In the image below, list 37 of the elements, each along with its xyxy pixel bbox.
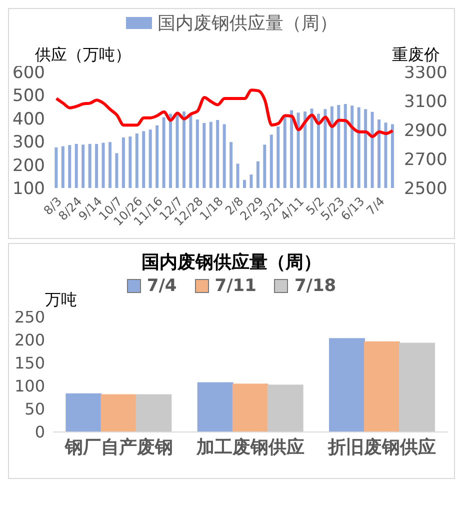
- x-tick-label: 折旧废钢供应: [327, 436, 436, 458]
- bar: [267, 384, 304, 432]
- legend-label: 7/4: [146, 276, 177, 296]
- bar: [100, 394, 137, 432]
- y-tick-label: 400: [12, 109, 45, 130]
- line-series: [54, 88, 394, 138]
- y-tick-label: 100: [12, 179, 45, 200]
- bar: [399, 342, 435, 432]
- y-tick-label: 200: [12, 156, 45, 176]
- y2-tick-label: 2700: [404, 150, 448, 170]
- legend-label: 7/11: [214, 276, 256, 296]
- bar: [136, 394, 172, 432]
- legend-label: 国内废钢供应量（周）: [156, 12, 338, 35]
- y-tick-label: 100: [14, 376, 45, 396]
- legend-label: 7/18: [293, 276, 336, 296]
- bar: [197, 382, 234, 432]
- chart-title: 国内废钢供应量（周）: [140, 251, 322, 274]
- x-tick-label: 钢厂自产废钢: [64, 436, 173, 458]
- y-tick-label: 200: [14, 330, 45, 350]
- y-axis-title: 万吨: [45, 290, 77, 311]
- y-tick-label: 150: [14, 354, 45, 373]
- y-tick-label: 250: [14, 308, 45, 327]
- y2-tick-label: 2900: [404, 121, 448, 142]
- y-tick-label: 300: [12, 132, 45, 153]
- y-tick-label: 50: [24, 400, 45, 419]
- y-tick-label: 500: [12, 86, 45, 106]
- x-tick-label: 7/4: [364, 194, 388, 218]
- bar: [232, 384, 268, 432]
- bar: [66, 393, 102, 432]
- y-tick-label: 0: [34, 422, 45, 442]
- x-tick-label: 加工废钢供应: [196, 436, 304, 458]
- y-axis-title: 供应（万吨）: [35, 45, 131, 66]
- bar: [364, 341, 400, 432]
- y2-tick-label: 3100: [404, 92, 448, 112]
- y2-tick-label: 2500: [404, 179, 448, 200]
- y2-axis-title: 重废价: [392, 45, 440, 66]
- bar: [329, 338, 365, 432]
